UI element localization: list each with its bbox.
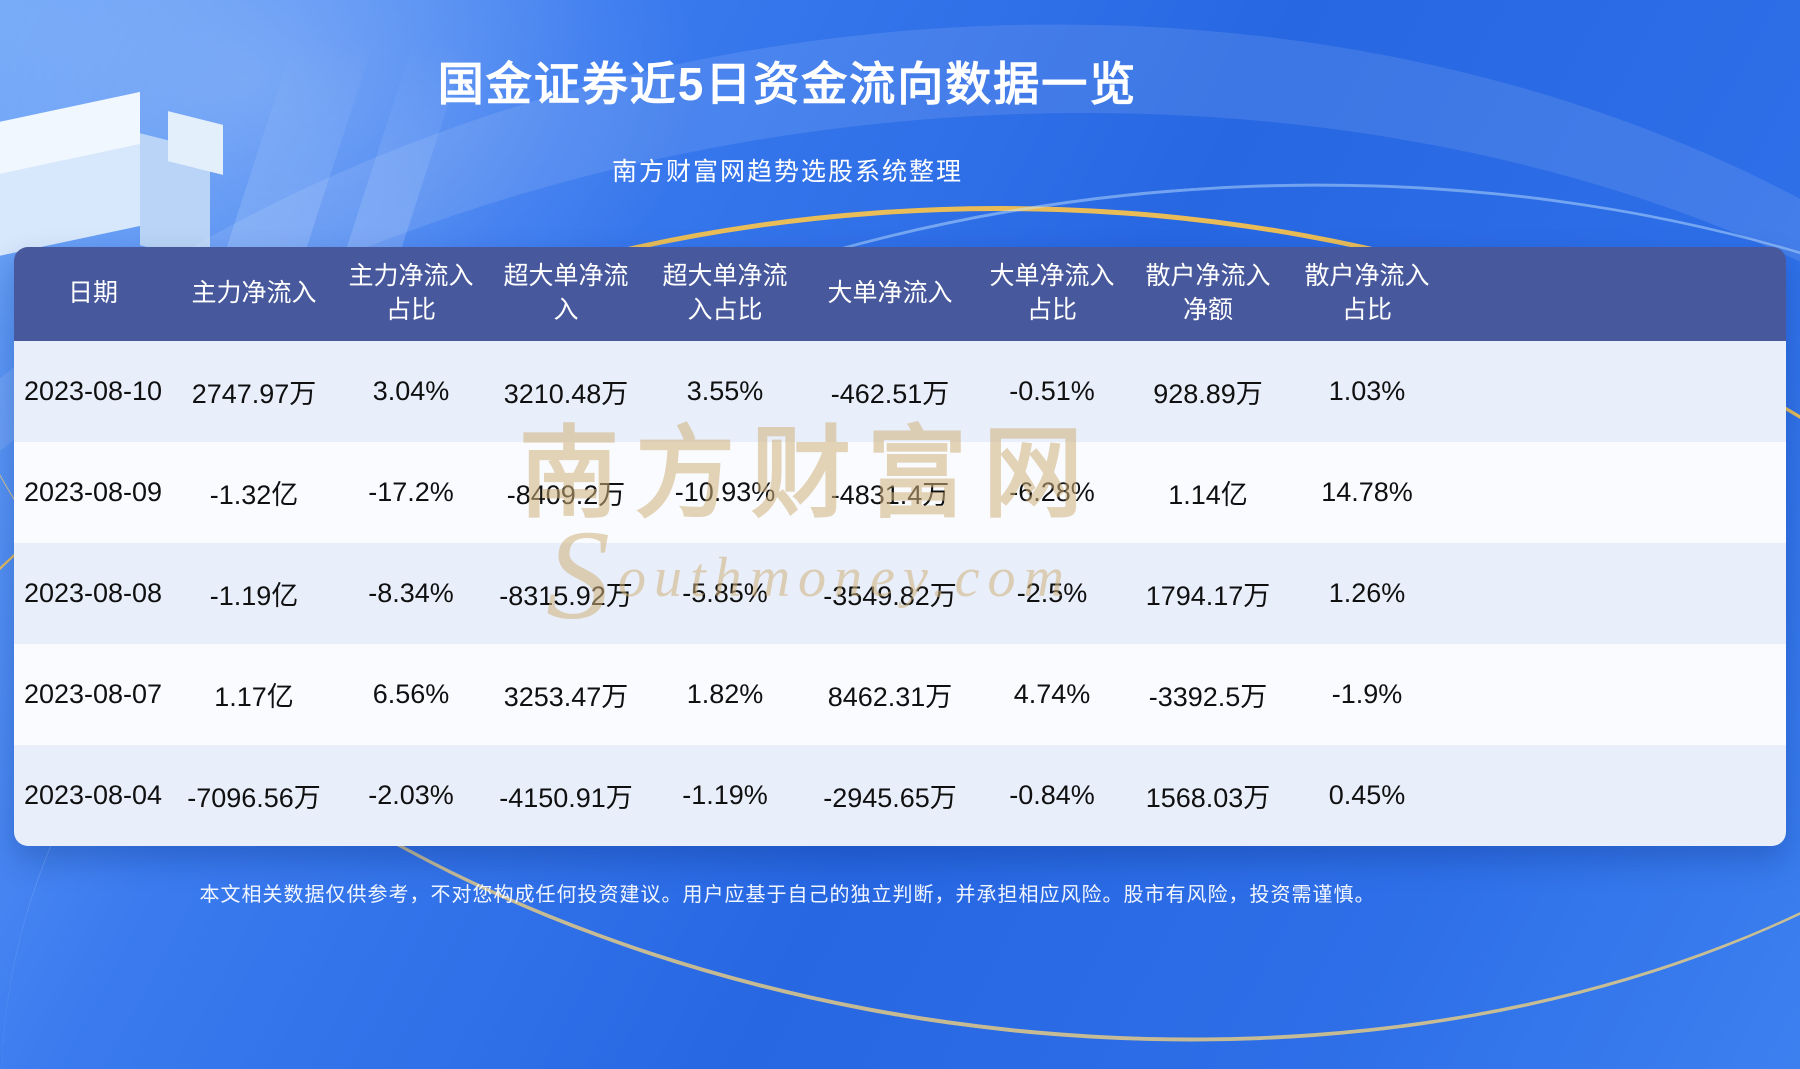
page-subtitle: 南方财富网趋势选股系统整理 (611, 158, 963, 186)
table-cell: -8.34% (368, 578, 454, 608)
header-cell-date: 日期 (67, 279, 118, 308)
table-cell: -4150.91万 (499, 783, 633, 813)
table-cell: 2747.97万 (191, 379, 317, 409)
footer: 本文相关数据仅供参考，不对您构成任何投资建议。用户应基于自己的独立判断，并承担相… (0, 878, 1575, 907)
table-cell: 0.45% (1328, 780, 1406, 810)
table-cell: 1.03% (1328, 376, 1406, 406)
table-cell: 3253.47万 (503, 682, 629, 712)
table-cell: -2.5% (1016, 578, 1088, 608)
table-cell: -7096.56万 (187, 783, 321, 813)
title-block: 国金证券近5日资金流向数据一览 南方财富网趋势选股系统整理 (0, 48, 1575, 188)
table-cell: 4.74% (1013, 679, 1091, 709)
table-cell: 1.17亿 (214, 682, 294, 712)
table-cell: 2023-08-09 (23, 477, 163, 507)
table-cell: -1.19% (682, 780, 768, 810)
header-cell-retail-inflow-pct: 散户净流入占比 (1304, 262, 1430, 324)
table-cell: -3392.5万 (1148, 682, 1268, 712)
table-cell: -2.03% (368, 780, 454, 810)
header-cell-main-inflow-pct: 主力净流入占比 (348, 262, 474, 324)
table-cell: 2023-08-07 (23, 679, 163, 709)
table-cell: 1.14亿 (1168, 480, 1248, 510)
header-cell-xl-order-inflow-pct: 超大单净流入占比 (662, 262, 788, 324)
disclaimer: 本文相关数据仅供参考，不对您构成任何投资建议。用户应基于自己的独立判断，并承担相… (199, 884, 1376, 906)
table-cell: 2023-08-04 (23, 780, 163, 810)
table-cell: -8315.92万 (499, 581, 633, 611)
table-cell: 2023-08-10 (23, 376, 163, 406)
header-cell-main-inflow: 主力净流入 (191, 279, 317, 308)
table-row: 2023-08-10 2747.97万 3.04% 3210.48万 3.55%… (14, 341, 1786, 442)
table-cell: 3.04% (372, 376, 450, 406)
table-cell: 1.82% (686, 679, 764, 709)
table-cell: -1.19亿 (209, 581, 299, 611)
table-cell: 2023-08-08 (23, 578, 163, 608)
table-cell: 1.26% (1328, 578, 1406, 608)
table-cell: 3.55% (686, 376, 764, 406)
header-cell-large-order-inflow: 大单净流入 (827, 279, 953, 308)
header-cell-retail-inflow: 散户净流入净额 (1145, 262, 1271, 324)
header-cell-large-order-inflow-pct: 大单净流入占比 (989, 262, 1115, 324)
table-row: 2023-08-08 -1.19亿 -8.34% -8315.92万 -5.85… (14, 543, 1786, 644)
table-cell: 928.89万 (1153, 379, 1263, 409)
table-row: 2023-08-09 -1.32亿 -17.2% -8409.2万 -10.93… (14, 442, 1786, 543)
page-title: 国金证券近5日资金流向数据一览 (437, 58, 1138, 110)
table-row: 2023-08-07 1.17亿 6.56% 3253.47万 1.82% 84… (14, 644, 1786, 745)
table-cell: 8462.31万 (827, 682, 953, 712)
table-cell: -6.28% (1009, 477, 1095, 507)
table-cell: 6.56% (372, 679, 450, 709)
table-cell: -2945.65万 (823, 783, 957, 813)
table-cell: -10.93% (674, 477, 776, 507)
table-row: 2023-08-04 -7096.56万 -2.03% -4150.91万 -1… (14, 745, 1786, 846)
table-cell: -4831.4万 (830, 480, 950, 510)
table-cell: -0.51% (1009, 376, 1095, 406)
table-cell: -8409.2万 (506, 480, 626, 510)
table-cell: 3210.48万 (503, 379, 629, 409)
table-cell: -3549.82万 (823, 581, 957, 611)
table-cell: 1568.03万 (1145, 783, 1271, 813)
table-cell: -1.9% (1331, 679, 1403, 709)
table-cell: -0.84% (1009, 780, 1095, 810)
table-cell: -1.32亿 (209, 480, 299, 510)
table-cell: 1794.17万 (1145, 581, 1271, 611)
table-cell: -462.51万 (830, 379, 950, 409)
table-header-row: 日期 主力净流入 主力净流入占比 超大单净流入 超大单净流入占比 大单净流入 大… (14, 247, 1786, 341)
table-cell: 14.78% (1321, 477, 1413, 507)
fund-flow-table: 日期 主力净流入 主力净流入占比 超大单净流入 超大单净流入占比 大单净流入 大… (14, 247, 1786, 846)
table-cell: -17.2% (368, 477, 454, 507)
table-cell: -5.85% (682, 578, 768, 608)
header-cell-xl-order-inflow: 超大单净流入 (503, 262, 629, 324)
